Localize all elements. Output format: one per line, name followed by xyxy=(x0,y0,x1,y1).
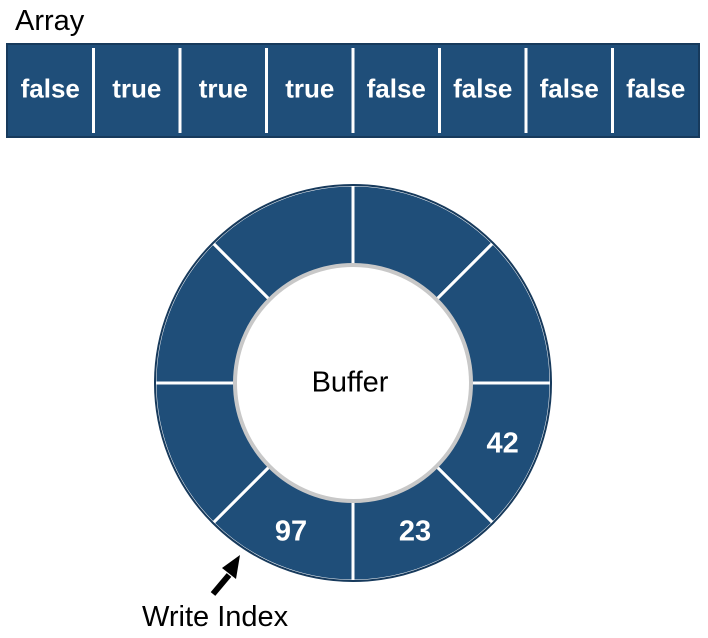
write-index-label: Write Index xyxy=(142,601,289,633)
array-cell: false xyxy=(21,73,80,103)
buffer-slot-value: 97 xyxy=(275,515,307,547)
array-cells: false true true true false false false false xyxy=(21,48,685,133)
buffer-slot-value: 23 xyxy=(399,515,431,547)
array-cell: true xyxy=(112,73,161,103)
array-title: Array xyxy=(15,5,85,37)
buffer-label: Buffer xyxy=(312,367,389,399)
circular-buffer: 42 23 97 Buffer xyxy=(153,183,553,583)
array-cell: false xyxy=(540,73,599,103)
array-cell: false xyxy=(453,73,512,103)
array-cell: false xyxy=(626,73,685,103)
buffer-outer-edge xyxy=(154,184,552,582)
write-index-arrow xyxy=(210,573,232,596)
buffer-center xyxy=(233,263,473,503)
write-index: Write Index xyxy=(142,555,289,633)
write-index-arrowhead xyxy=(222,555,240,579)
array: false true true true false false false false xyxy=(6,43,700,138)
buffer-slot-value: 42 xyxy=(487,428,519,460)
array-cell: false xyxy=(367,73,426,103)
array-cell: true xyxy=(285,73,334,103)
array-cell: true xyxy=(199,73,248,103)
